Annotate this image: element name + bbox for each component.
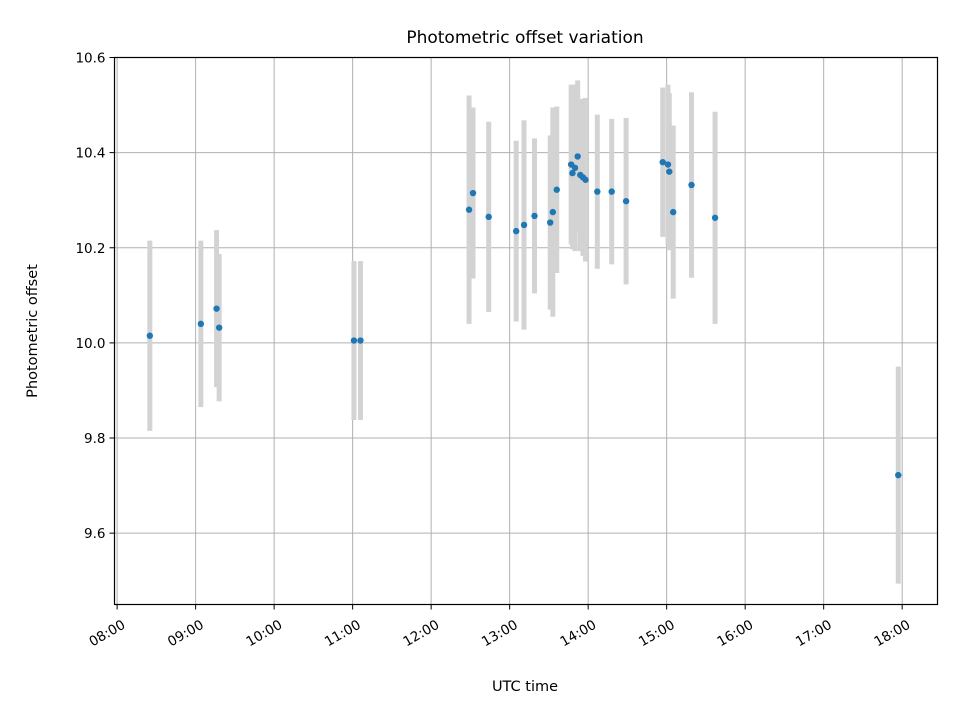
data-point <box>357 337 364 344</box>
y-tick-label: 10.4 <box>75 146 105 162</box>
chart-title: Photometric offset variation <box>406 28 643 48</box>
data-point <box>608 188 615 195</box>
data-point <box>664 161 672 168</box>
data-point <box>688 181 695 189</box>
y-tick-label: 10.0 <box>75 336 105 352</box>
data-point <box>485 213 492 221</box>
x-axis-label: UTC time <box>492 679 558 695</box>
data-point <box>549 208 557 216</box>
data-point <box>711 214 719 221</box>
y-tick-label: 10.2 <box>75 241 105 257</box>
plot-frame <box>113 56 939 606</box>
data-point <box>146 332 154 339</box>
data-point <box>213 305 220 312</box>
data-point <box>594 188 601 195</box>
data-point <box>569 169 576 177</box>
data-point <box>669 208 677 216</box>
data-point <box>582 176 589 183</box>
data-point <box>622 197 630 205</box>
y-tick-label: 9.6 <box>84 526 105 542</box>
data-point <box>659 158 666 166</box>
y-tick-label: 9.8 <box>84 431 105 447</box>
data-point <box>520 221 528 229</box>
data-point <box>197 320 205 328</box>
data-point <box>215 324 223 331</box>
data-point <box>895 471 902 479</box>
data-point <box>465 206 473 213</box>
data-points <box>146 153 902 479</box>
data-point <box>547 219 554 226</box>
y-axis-label: Photometric offset <box>25 264 41 398</box>
data-point <box>574 153 581 160</box>
data-point <box>469 189 477 197</box>
y-tick-label: 10.6 <box>75 51 105 67</box>
data-point <box>531 212 538 220</box>
data-point <box>571 164 579 172</box>
data-point <box>666 168 673 175</box>
data-point <box>553 186 560 193</box>
data-point <box>512 227 520 235</box>
y-axis-ticks: 9.6 9.8 10.0 10.2 10.4 10.6 <box>75 51 115 542</box>
data-point <box>350 337 358 344</box>
